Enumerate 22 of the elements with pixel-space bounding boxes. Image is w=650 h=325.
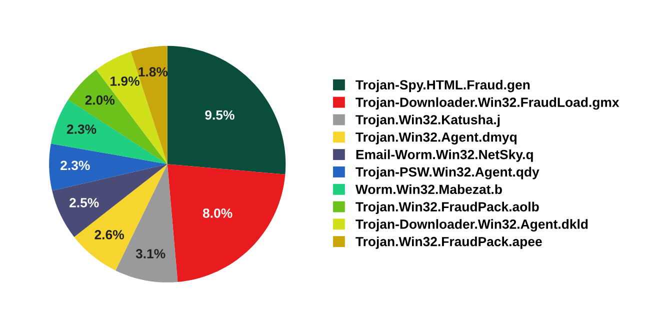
legend-label: Trojan-Spy.HTML.Fraud.gen [356, 80, 530, 92]
data-label: 3.1% [136, 249, 166, 258]
legend-label: Trojan.Win32.Agent.dmyq [356, 132, 516, 144]
legend-label: Trojan.Win32.Katusha.j [356, 114, 500, 128]
data-label: 8.0% [202, 208, 232, 218]
legend-label: Email-Worm.Win32.NetSky.q [356, 150, 533, 162]
legend-label: Trojan-Downloader.Win32.FraudLoad.gmx [356, 97, 620, 110]
legend-label: Trojan-Downloader.Win32.Agent.dkld [356, 219, 588, 232]
data-label: 2.3% [66, 124, 96, 134]
pie-slice [167, 164, 286, 282]
data-label: 2.5% [70, 198, 99, 208]
pie-slice [167, 46, 286, 174]
data-label: 1.9% [110, 76, 140, 86]
legend-label: Trojan.Win32.FraudPack.apee [356, 236, 542, 249]
data-label: 2.0% [85, 95, 115, 105]
legend-label: Worm.Win32.Mabezat.b [355, 184, 502, 194]
pie-slice [49, 144, 168, 191]
data-label: 2.6% [94, 230, 124, 240]
data-label: 2.3% [60, 160, 90, 170]
legend-label: Trojan.Win32.FraudPack.aolb [356, 202, 539, 214]
legend-label: Trojan-PSW.Win32.Agent.qdy [356, 166, 540, 180]
data-label: 9.5% [205, 110, 234, 120]
